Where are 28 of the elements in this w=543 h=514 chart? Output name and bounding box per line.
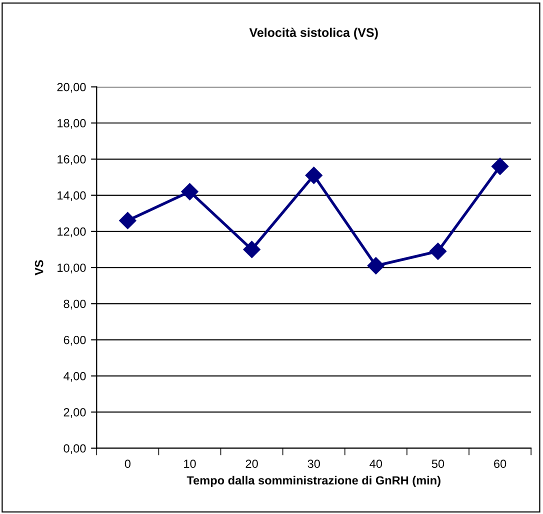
- y-tick-label: 14,00: [58, 191, 86, 202]
- point: [491, 158, 509, 175]
- y-tick-label: 20,00: [57, 82, 86, 93]
- point: [181, 183, 198, 200]
- y-tick-label: 8,00: [64, 300, 86, 310]
- x-tick-label: 10: [184, 460, 196, 468]
- point: [119, 212, 136, 230]
- chart-title: Velocità sistolica (VS): [249, 28, 378, 40]
- point: [429, 242, 447, 260]
- y-tick-label: 10,00: [58, 264, 86, 274]
- point: [243, 240, 260, 258]
- point: [367, 257, 384, 274]
- y-tick-label: 0,00: [64, 444, 86, 454]
- y-tick-label: 4,00: [64, 372, 86, 382]
- x-tick-label: 0: [124, 460, 131, 468]
- x-tick-label: 50: [432, 460, 444, 468]
- x-tick-label: 60: [494, 460, 506, 468]
- y-tick-label: 18,00: [58, 119, 86, 129]
- point: [305, 166, 322, 184]
- x-tick-label: 40: [370, 460, 382, 468]
- y-tick-label: 2,00: [64, 408, 86, 418]
- x-tick-label: 30: [308, 460, 320, 468]
- y-tick-label: 12,00: [58, 227, 86, 238]
- x-tick-label: 20: [246, 460, 258, 468]
- y-tick-label: 16,00: [58, 155, 86, 165]
- y-axis-title: VS: [34, 260, 44, 276]
- x-axis-title: Tempo dalla somministrazione di GnRH (min): [186, 476, 440, 487]
- y-tick-label: 6,00: [64, 336, 86, 346]
